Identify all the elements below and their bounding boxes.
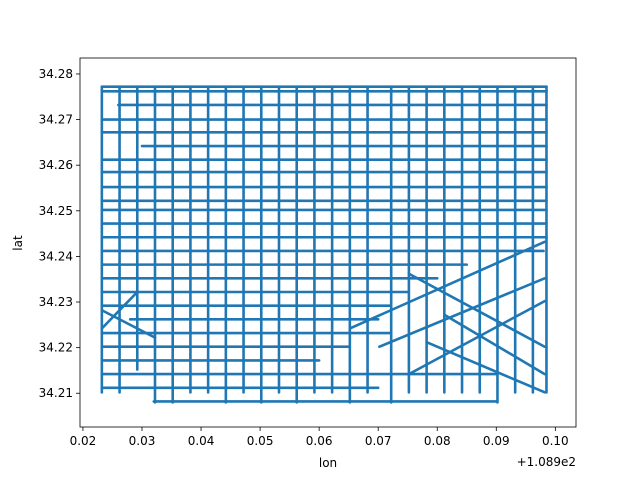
track-diagonal bbox=[100, 290, 139, 330]
track-diagonal bbox=[100, 308, 157, 339]
y-tick-label: 34.28 bbox=[39, 67, 73, 81]
track-diagonal bbox=[378, 277, 547, 349]
y-axis-label: lat bbox=[11, 235, 25, 251]
x-axis-label: lon bbox=[319, 456, 337, 470]
y-tick-label: 34.21 bbox=[39, 386, 73, 400]
x-tick-label: 0.06 bbox=[306, 434, 333, 448]
track-diagonal bbox=[443, 313, 547, 376]
track-diagonal bbox=[425, 340, 547, 394]
x-tick-label: 0.09 bbox=[483, 434, 510, 448]
x-tick-label: 0.05 bbox=[247, 434, 274, 448]
x-tick-label: 0.02 bbox=[70, 434, 97, 448]
x-tick-label: 0.04 bbox=[188, 434, 215, 448]
y-tick-label: 34.26 bbox=[39, 158, 73, 172]
track-diagonal bbox=[407, 272, 547, 349]
x-axis-ticks: 0.02 0.03 0.04 0.05 0.06 0.07 0.08 0.09 0.10 bbox=[70, 427, 569, 448]
y-axis-ticks: 34.21 34.22 34.23 34.24 34.25 34.26 34.27 34.28 bbox=[39, 67, 80, 400]
x-tick-label: 0.07 bbox=[365, 434, 392, 448]
data-marks bbox=[100, 85, 548, 404]
x-tick-label: 0.08 bbox=[424, 434, 451, 448]
y-tick-label: 34.24 bbox=[39, 249, 73, 263]
y-tick-label: 34.27 bbox=[39, 113, 73, 127]
y-tick-label: 34.22 bbox=[39, 341, 73, 355]
y-tick-label: 34.23 bbox=[39, 295, 73, 309]
plot-frame bbox=[79, 57, 577, 428]
track-diagonal bbox=[407, 299, 547, 376]
x-offset-label: +1.089e2 bbox=[517, 455, 576, 469]
x-tick-label: 0.03 bbox=[129, 434, 156, 448]
track-diagonal bbox=[348, 240, 547, 330]
x-tick-label: 0.10 bbox=[542, 434, 569, 448]
y-tick-label: 34.25 bbox=[39, 204, 73, 218]
